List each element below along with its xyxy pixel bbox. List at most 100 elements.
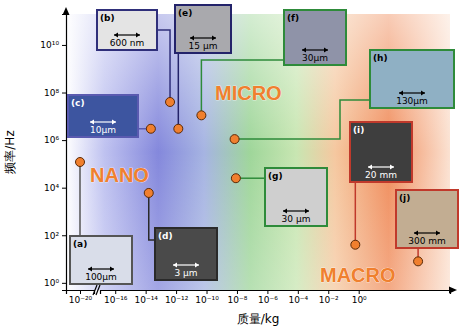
scale-arrowheads xyxy=(368,165,394,170)
x-tick-mark xyxy=(207,290,208,294)
x-tick: 10⁻⁸ xyxy=(228,290,248,305)
inset-letter: (a) xyxy=(73,239,87,249)
scale-arrowheads xyxy=(90,120,116,125)
scale-label: 3 μm xyxy=(174,268,197,278)
inset-image xyxy=(155,228,217,280)
x-axis: 10⁻¹⁶ 10⁻¹⁴ 10⁻¹² 10⁻¹⁰ 10⁻⁸ 10⁻⁶ 10⁻⁴ 10⁻² 10⁰ xyxy=(101,290,451,305)
x-tick-label: 10⁻⁸ xyxy=(228,295,248,305)
x-tick: 10⁻¹⁶ xyxy=(104,290,128,305)
inset-image xyxy=(265,168,327,226)
scale-arrowheads xyxy=(302,48,328,53)
y-tick-mark xyxy=(62,140,66,141)
data-point xyxy=(351,240,360,249)
inset-image xyxy=(396,190,458,248)
inset-letter: (f) xyxy=(287,13,299,23)
scale-label: 130μm xyxy=(396,96,428,106)
inset: (f) 30μm xyxy=(284,10,346,65)
axis-break xyxy=(96,285,100,295)
x-tick-label: 10⁻⁴ xyxy=(288,295,308,305)
y-tick-label: 10⁶ xyxy=(44,135,59,145)
scale-label: 30 μm xyxy=(282,214,311,224)
y-tick-label: 10⁰ xyxy=(44,278,59,288)
inset-image xyxy=(68,95,138,137)
x-tick-label: 10⁻⁶ xyxy=(258,295,278,305)
y-axis-title: 频率/Hz xyxy=(3,130,17,173)
x-tick-label: 10⁰ xyxy=(352,295,367,305)
x-tick-mark xyxy=(267,290,268,294)
inset-letter: (j) xyxy=(399,193,410,203)
y-tick-mark xyxy=(62,188,66,189)
x-axis: 10⁻²⁰ xyxy=(67,290,95,305)
data-point xyxy=(166,97,175,106)
chart: 10⁻²⁰10⁰10²10⁴10⁶10⁸10¹⁰10⁻¹⁶10⁻¹⁴10⁻¹²1… xyxy=(0,0,470,333)
leader-line xyxy=(201,60,284,115)
y-tick: 10⁸ xyxy=(44,88,66,98)
x-tick: 10⁻¹² xyxy=(165,290,189,305)
y-tick-label: 10⁸ xyxy=(44,88,59,98)
scale-arrowheads xyxy=(190,36,216,41)
x-axis-line xyxy=(67,291,95,295)
scale-arrowheads xyxy=(88,267,114,272)
inset-image xyxy=(350,122,412,182)
inset: (e)15 μm xyxy=(175,5,231,53)
y-tick-label: 10¹⁰ xyxy=(40,40,59,50)
y-tick: 10⁴ xyxy=(44,183,66,193)
x-tick-mark xyxy=(328,290,329,294)
inset-image xyxy=(284,10,346,65)
inset-letter: (c) xyxy=(71,98,85,108)
leader-line xyxy=(79,162,81,236)
x-axis-arrow xyxy=(449,287,457,294)
scale-arrowheads xyxy=(399,91,425,96)
scale-label: 300 mm xyxy=(408,236,446,246)
x-tick-label: 10⁻¹⁴ xyxy=(134,295,158,305)
inset: (d) 3 μm xyxy=(155,228,217,280)
inset: (h)130μm xyxy=(370,50,454,108)
y-tick: 10¹⁰ xyxy=(40,40,66,50)
x-tick-label: 10⁻² xyxy=(319,295,339,305)
x-tick-mark xyxy=(146,290,147,294)
x-tick-label: 10⁻¹⁰ xyxy=(195,295,219,305)
inset-letter: (d) xyxy=(158,231,173,241)
data-point xyxy=(174,124,183,133)
inset: (i)20 mm xyxy=(350,122,412,182)
inset: (g) 30 μm xyxy=(265,168,327,226)
scale-label: 20 mm xyxy=(365,170,397,180)
x-tick-label: 10⁻¹² xyxy=(165,295,189,305)
x-tick: 10⁻⁴ xyxy=(288,290,308,305)
x-tick: 10⁻¹⁴ xyxy=(134,290,158,305)
x-tick: 10⁻¹⁰ xyxy=(195,290,219,305)
x-tick-mark xyxy=(176,290,177,294)
marks xyxy=(144,97,422,265)
x-axis-line xyxy=(101,291,451,295)
y-tick-label: 10⁴ xyxy=(44,183,59,193)
y-axis-arrow xyxy=(63,7,70,15)
y-axis: 10⁰ 10² 10⁴ 10⁶ 10⁸ 10¹⁰ xyxy=(40,15,66,291)
inset-image xyxy=(97,10,157,50)
x-tick-mark xyxy=(298,290,299,294)
x-tick-mark xyxy=(359,290,360,294)
x-tick: 10⁰ xyxy=(352,290,367,305)
inset: (b)600 nm xyxy=(97,10,157,50)
leader-line xyxy=(178,53,180,129)
region-label: MACRO xyxy=(320,264,396,286)
y-tick: 10⁰ xyxy=(44,278,66,288)
leader-line xyxy=(355,182,357,245)
x-tick: 10⁻⁶ xyxy=(258,290,278,305)
inset-letter: (g) xyxy=(268,171,283,181)
scale-arrowheads xyxy=(414,231,440,236)
region-label: NANO xyxy=(90,164,149,186)
marks xyxy=(76,158,85,167)
x-tick: 10⁻²⁰ xyxy=(69,290,93,305)
data-point xyxy=(146,124,155,133)
scale-arrowheads xyxy=(114,33,140,38)
y-tick-label: 10² xyxy=(44,231,59,241)
y-tick-mark xyxy=(62,45,66,46)
inset-image xyxy=(370,50,454,108)
scale-arrowheads xyxy=(283,209,309,214)
scale-arrowheads xyxy=(173,263,199,268)
region-label: MICRO xyxy=(215,82,282,104)
inset: (a)100μm xyxy=(70,236,132,284)
data-point xyxy=(414,257,423,266)
scale-label: 30μm xyxy=(302,53,328,63)
y-tick: 10² xyxy=(44,231,66,241)
